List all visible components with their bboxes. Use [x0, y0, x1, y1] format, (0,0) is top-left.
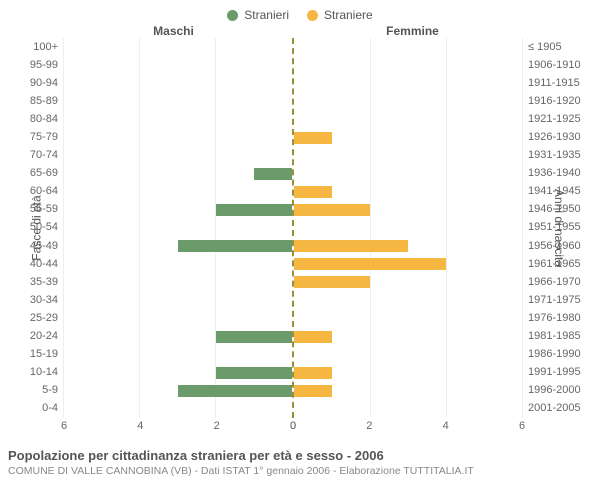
legend-label-female: Straniere — [324, 8, 373, 22]
x-tick: 4 — [137, 420, 143, 432]
birth-label: 1996-2000 — [522, 385, 592, 396]
x-axis-left: 0 2 4 6 — [64, 420, 293, 436]
male-half — [64, 38, 294, 418]
birth-label: 1921-1925 — [522, 114, 592, 125]
birth-label: 1991-1995 — [522, 367, 592, 378]
birth-label: ≤ 1905 — [522, 42, 592, 53]
birth-label: 1976-1980 — [522, 313, 592, 324]
bar-female — [294, 204, 370, 216]
bar-female — [294, 276, 370, 288]
bar-male — [216, 331, 292, 343]
footer-subtitle: COMUNE DI VALLE CANNOBINA (VB) - Dati IS… — [8, 465, 592, 477]
birth-label: 2001-2005 — [522, 403, 592, 414]
y-axis-title-right: Anni di nascita — [552, 189, 566, 267]
female-half — [294, 38, 522, 418]
x-tick: 2 — [214, 420, 220, 432]
age-label: 100+ — [8, 42, 64, 53]
bar-female — [294, 186, 332, 198]
birth-label: 1931-1935 — [522, 150, 592, 161]
age-label: 75-79 — [8, 132, 64, 143]
birth-label: 1926-1930 — [522, 132, 592, 143]
age-label: 65-69 — [8, 168, 64, 179]
bar-male — [216, 367, 292, 379]
age-label: 0-4 — [8, 403, 64, 414]
birth-label: 1906-1910 — [522, 60, 592, 71]
age-label: 90-94 — [8, 78, 64, 89]
x-tick: 4 — [443, 420, 449, 432]
chart-footer: Popolazione per cittadinanza straniera p… — [8, 448, 592, 477]
age-label: 25-29 — [8, 313, 64, 324]
birth-label: 1981-1985 — [522, 331, 592, 342]
age-label: 10-14 — [8, 367, 64, 378]
birth-label: 1971-1975 — [522, 295, 592, 306]
bar-female — [294, 132, 332, 144]
age-label: 70-74 — [8, 150, 64, 161]
bar-male — [254, 168, 292, 180]
birth-label: 1966-1970 — [522, 277, 592, 288]
bar-female — [294, 331, 332, 343]
birth-label: 1986-1990 — [522, 349, 592, 360]
legend-item-male: Stranieri — [227, 8, 289, 22]
legend-swatch-female — [307, 10, 318, 21]
x-tick: 0 — [290, 420, 296, 432]
age-label: 85-89 — [8, 96, 64, 107]
bar-female — [294, 240, 408, 252]
bar-female — [294, 367, 332, 379]
birth-label: 1911-1915 — [522, 78, 592, 89]
age-label: 15-19 — [8, 349, 64, 360]
x-axis-right: 0 2 4 6 — [293, 420, 522, 436]
x-tick: 6 — [61, 420, 67, 432]
bar-female — [294, 258, 446, 270]
bar-male — [216, 204, 292, 216]
chart-body — [64, 38, 522, 418]
column-headers: Maschi Femmine — [8, 24, 592, 38]
x-tick: 2 — [366, 420, 372, 432]
age-label: 95-99 — [8, 60, 64, 71]
legend: Stranieri Straniere — [8, 8, 592, 22]
plot-area: Fasce di età Anni di nascita 100+ 95-99 90… — [8, 38, 592, 418]
age-label: 5-9 — [8, 385, 64, 396]
legend-swatch-male — [227, 10, 238, 21]
birth-label: 1916-1920 — [522, 96, 592, 107]
bar-male — [178, 240, 292, 252]
legend-item-female: Straniere — [307, 8, 373, 22]
footer-title: Popolazione per cittadinanza straniera p… — [8, 448, 592, 463]
age-label: 30-34 — [8, 295, 64, 306]
bar-male — [178, 385, 292, 397]
y-axis-title-left: Fasce di età — [30, 195, 44, 260]
header-female: Femmine — [293, 24, 522, 38]
chart-container: Stranieri Straniere Maschi Femmine Fasce… — [0, 0, 600, 500]
x-tick: 6 — [519, 420, 525, 432]
age-label: 35-39 — [8, 277, 64, 288]
birth-label: 1936-1940 — [522, 168, 592, 179]
header-male: Maschi — [64, 24, 293, 38]
age-label: 20-24 — [8, 331, 64, 342]
age-label: 80-84 — [8, 114, 64, 125]
bar-female — [294, 385, 332, 397]
legend-label-male: Stranieri — [244, 8, 289, 22]
x-axis: 0 2 4 6 0 2 4 6 — [8, 420, 592, 436]
